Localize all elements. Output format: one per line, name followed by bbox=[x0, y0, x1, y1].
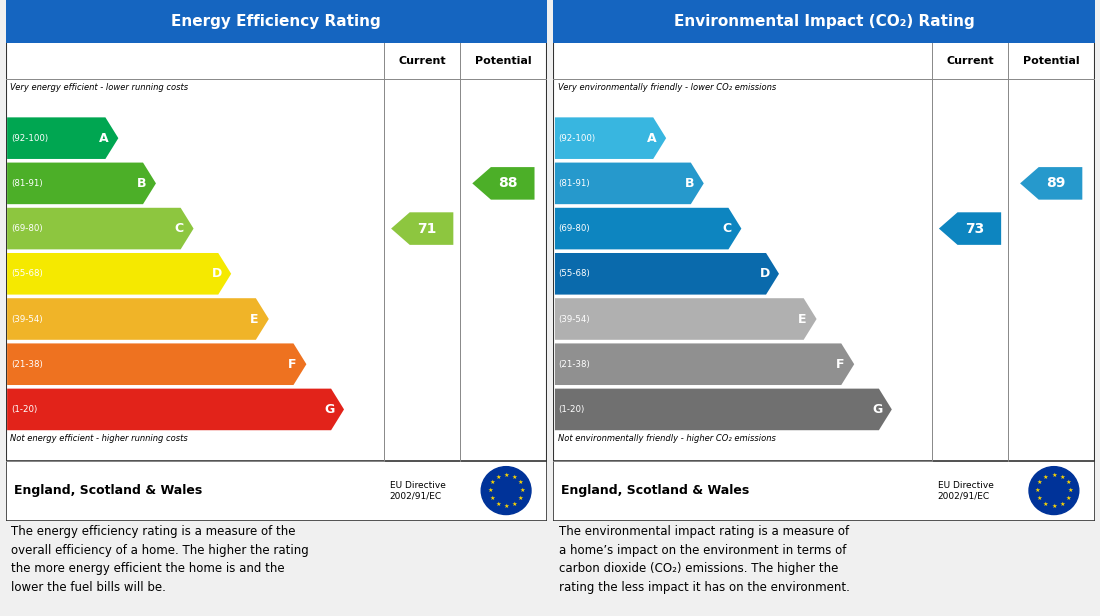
Text: D: D bbox=[212, 267, 222, 280]
Polygon shape bbox=[554, 298, 816, 340]
Text: ★: ★ bbox=[1059, 501, 1065, 506]
Text: ★: ★ bbox=[1037, 480, 1043, 485]
Bar bbox=[553, 0, 1094, 43]
Text: ★: ★ bbox=[517, 480, 522, 485]
Circle shape bbox=[481, 467, 531, 514]
Polygon shape bbox=[554, 253, 779, 294]
Text: Very energy efficient - lower running costs: Very energy efficient - lower running co… bbox=[10, 83, 188, 92]
Text: ★: ★ bbox=[495, 501, 500, 506]
Text: ★: ★ bbox=[519, 488, 525, 493]
Polygon shape bbox=[7, 298, 268, 340]
Text: ★: ★ bbox=[512, 474, 517, 480]
Text: E: E bbox=[799, 312, 806, 325]
Text: ★: ★ bbox=[1065, 480, 1070, 485]
Text: The energy efficiency rating is a measure of the
overall efficiency of a home. T: The energy efficiency rating is a measur… bbox=[11, 525, 309, 594]
Polygon shape bbox=[7, 389, 344, 430]
Polygon shape bbox=[554, 389, 892, 430]
Text: ★: ★ bbox=[517, 496, 522, 501]
Polygon shape bbox=[939, 213, 1001, 245]
Text: Energy Efficiency Rating: Energy Efficiency Rating bbox=[172, 14, 381, 29]
Text: (92-100): (92-100) bbox=[559, 134, 596, 143]
Text: (92-100): (92-100) bbox=[11, 134, 48, 143]
Text: EU Directive
2002/91/EC: EU Directive 2002/91/EC bbox=[937, 481, 993, 500]
Text: Potential: Potential bbox=[475, 56, 531, 66]
Polygon shape bbox=[7, 253, 231, 294]
Polygon shape bbox=[7, 208, 194, 249]
Text: Current: Current bbox=[398, 56, 446, 66]
Text: Not environmentally friendly - higher CO₂ emissions: Not environmentally friendly - higher CO… bbox=[558, 434, 776, 443]
Text: C: C bbox=[723, 222, 732, 235]
Text: ★: ★ bbox=[1037, 496, 1043, 501]
Text: ★: ★ bbox=[1052, 504, 1057, 509]
Polygon shape bbox=[7, 343, 307, 385]
Text: 71: 71 bbox=[417, 222, 437, 235]
Bar bbox=[6, 0, 547, 43]
Text: England, Scotland & Wales: England, Scotland & Wales bbox=[561, 484, 750, 497]
Text: F: F bbox=[836, 358, 844, 371]
Text: ★: ★ bbox=[1067, 488, 1072, 493]
Text: ★: ★ bbox=[1043, 501, 1048, 506]
Polygon shape bbox=[472, 167, 535, 200]
Text: G: G bbox=[872, 403, 882, 416]
Text: C: C bbox=[175, 222, 184, 235]
Text: (21-38): (21-38) bbox=[11, 360, 43, 369]
Text: B: B bbox=[685, 177, 694, 190]
Bar bbox=[553, 461, 1094, 521]
Text: Potential: Potential bbox=[1023, 56, 1079, 66]
Text: G: G bbox=[324, 403, 334, 416]
Text: 89: 89 bbox=[1046, 176, 1066, 190]
Polygon shape bbox=[1020, 167, 1082, 200]
Text: (55-68): (55-68) bbox=[559, 269, 591, 278]
Text: E: E bbox=[251, 312, 258, 325]
Text: ★: ★ bbox=[490, 496, 495, 501]
Polygon shape bbox=[7, 118, 119, 159]
Text: (1-20): (1-20) bbox=[559, 405, 585, 414]
Text: (55-68): (55-68) bbox=[11, 269, 43, 278]
Text: 73: 73 bbox=[965, 222, 985, 235]
Text: Not energy efficient - higher running costs: Not energy efficient - higher running co… bbox=[10, 434, 188, 443]
Text: Current: Current bbox=[946, 56, 993, 66]
Text: (69-80): (69-80) bbox=[559, 224, 591, 233]
Text: B: B bbox=[138, 177, 146, 190]
Text: ★: ★ bbox=[487, 488, 493, 493]
Polygon shape bbox=[7, 163, 156, 204]
Text: D: D bbox=[760, 267, 770, 280]
Circle shape bbox=[1028, 467, 1079, 514]
Text: ★: ★ bbox=[504, 504, 509, 509]
Polygon shape bbox=[392, 213, 453, 245]
Text: ★: ★ bbox=[504, 472, 509, 477]
Text: (1-20): (1-20) bbox=[11, 405, 37, 414]
Text: England, Scotland & Wales: England, Scotland & Wales bbox=[13, 484, 202, 497]
Text: ★: ★ bbox=[1065, 496, 1070, 501]
Text: A: A bbox=[647, 132, 657, 145]
Bar bbox=[6, 461, 547, 521]
Text: ★: ★ bbox=[495, 474, 500, 480]
Polygon shape bbox=[554, 163, 704, 204]
Text: F: F bbox=[288, 358, 296, 371]
Polygon shape bbox=[554, 208, 741, 249]
Text: (39-54): (39-54) bbox=[11, 315, 43, 323]
Text: The environmental impact rating is a measure of
a home’s impact on the environme: The environmental impact rating is a mea… bbox=[559, 525, 849, 594]
Polygon shape bbox=[554, 343, 855, 385]
Text: ★: ★ bbox=[1052, 472, 1057, 477]
Text: ★: ★ bbox=[1043, 474, 1048, 480]
Polygon shape bbox=[554, 118, 667, 159]
Text: Environmental Impact (CO₂) Rating: Environmental Impact (CO₂) Rating bbox=[673, 14, 975, 29]
Text: 88: 88 bbox=[498, 176, 518, 190]
Text: A: A bbox=[99, 132, 109, 145]
Text: ★: ★ bbox=[1035, 488, 1041, 493]
Text: (81-91): (81-91) bbox=[11, 179, 43, 188]
Text: ★: ★ bbox=[1059, 474, 1065, 480]
Text: Very environmentally friendly - lower CO₂ emissions: Very environmentally friendly - lower CO… bbox=[558, 83, 776, 92]
Text: EU Directive
2002/91/EC: EU Directive 2002/91/EC bbox=[389, 481, 446, 500]
Text: (69-80): (69-80) bbox=[11, 224, 43, 233]
Text: (39-54): (39-54) bbox=[559, 315, 591, 323]
Text: ★: ★ bbox=[490, 480, 495, 485]
Text: (81-91): (81-91) bbox=[559, 179, 591, 188]
Text: (21-38): (21-38) bbox=[559, 360, 591, 369]
Text: ★: ★ bbox=[512, 501, 517, 506]
